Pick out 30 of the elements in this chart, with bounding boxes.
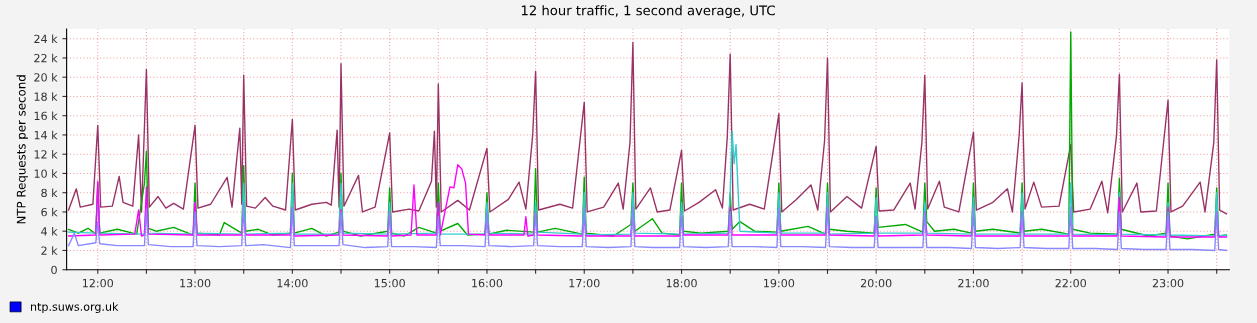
line-series <box>67 201 1228 252</box>
x-tick-label: 13:00 <box>180 278 211 288</box>
y-tick-label: 16 k <box>34 111 58 121</box>
x-tick-label: 18:00 <box>666 278 697 288</box>
x-tick-label: 23:00 <box>1152 278 1184 288</box>
y-tick-label: 22 k <box>34 53 58 63</box>
x-tick-label: 14:00 <box>277 278 308 288</box>
x-tick-label: 12:00 <box>82 278 114 288</box>
y-axis-title: NTP Requests per second <box>16 75 28 224</box>
line-series <box>67 41 1228 215</box>
x-tick-label: 17:00 <box>569 278 600 288</box>
y-tick-label: 24 k <box>34 34 58 43</box>
y-tick-label: 4 k <box>41 226 58 236</box>
x-tick-label: 19:00 <box>764 278 795 288</box>
y-tick-label: 12 k <box>34 149 58 159</box>
x-tick-label: 22:00 <box>1055 278 1087 288</box>
x-tick-label: 21:00 <box>958 278 989 288</box>
x-tick-label: 16:00 <box>472 278 503 288</box>
y-tick-label: 18 k <box>34 92 58 101</box>
legend-label: ntp.suws.org.uk <box>31 302 119 313</box>
x-tick-label: 15:00 <box>374 278 405 288</box>
y-tick-label: 2 k <box>41 246 58 255</box>
y-tick-label: 6 k <box>41 207 58 217</box>
y-tick-label: 14 k <box>34 130 58 140</box>
y-tick-label: 8 k <box>41 188 58 198</box>
y-tick-label: 0 <box>51 265 57 275</box>
chart-title: 12 hour traffic, 1 second average, UTC <box>521 5 775 18</box>
x-tick-label: 20:00 <box>860 278 892 288</box>
y-tick-label: 10 k <box>34 169 58 178</box>
y-tick-label: 20 k <box>34 72 58 82</box>
